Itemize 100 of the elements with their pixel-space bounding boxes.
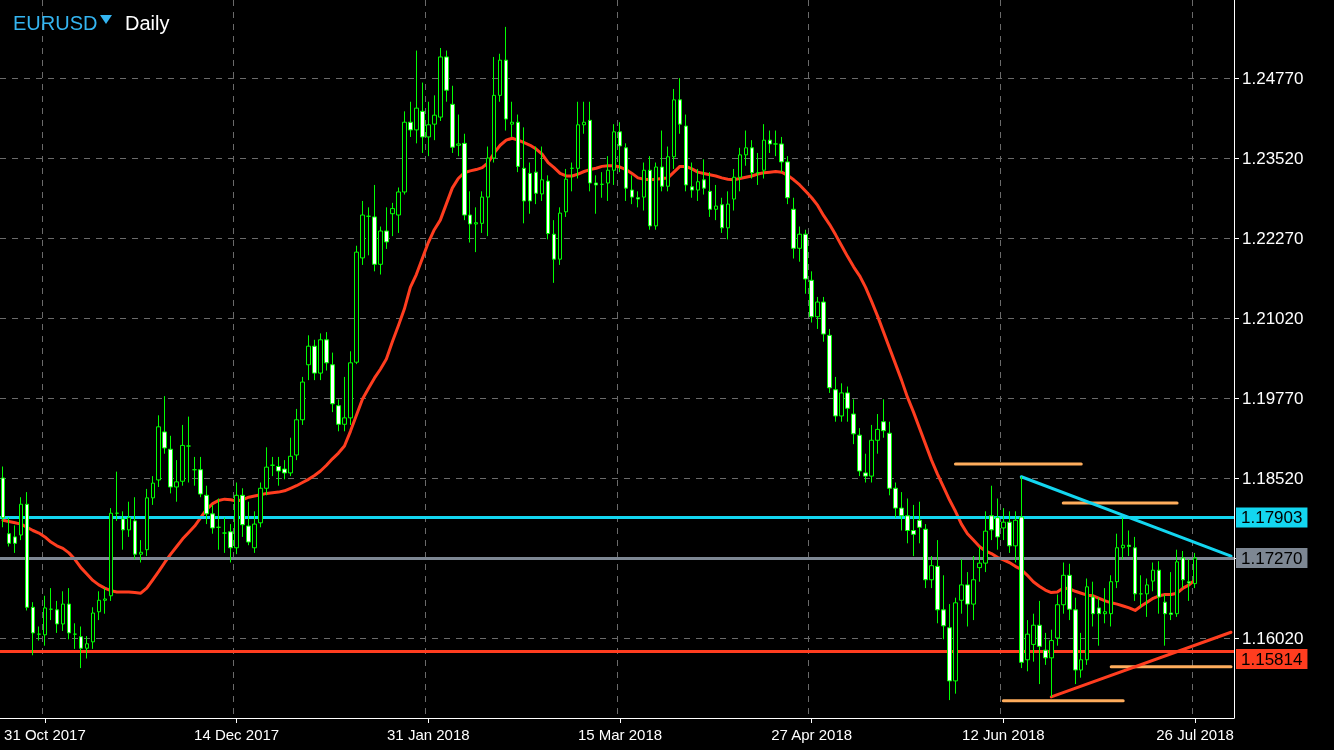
candlestick [672,88,676,170]
x-tick-label: 27 Apr 2018 [771,726,853,743]
candlestick [726,190,730,240]
candlestick [330,352,335,413]
candlestick [1169,571,1173,621]
candlestick [827,328,832,394]
candlestick [917,501,922,544]
ref-line-label: 1.17903 [1241,508,1303,528]
y-tick-label: 1.18520 [1242,468,1304,488]
candlestick [756,152,760,186]
candlestick [7,517,11,547]
candlestick [606,155,610,202]
candlestick [1085,578,1089,666]
candlestick [1157,560,1161,615]
candlestick [1181,550,1185,589]
candlestick [1103,587,1107,624]
candlestick [480,190,484,234]
candlestick [636,190,640,208]
candlestick [720,197,724,234]
candlestick [582,101,586,135]
ref-line-label: 1.17270 [1241,548,1303,568]
candlestick [492,56,496,164]
candlestick [648,155,652,231]
candlestick [738,147,742,192]
candlestick [1127,530,1131,557]
candlestick [546,174,550,240]
candlestick [510,101,514,138]
y-tick-label: 1.19770 [1242,388,1304,408]
candlestick [97,590,101,621]
candlestick [37,625,41,642]
y-tick-label: 1.23520 [1242,148,1304,168]
candlestick [762,123,766,180]
x-tick-label: 14 Dec 2017 [194,726,280,743]
candlestick [516,114,520,173]
candlestick [618,121,622,173]
candlestick [115,471,119,522]
candlestick [186,416,191,484]
candlestick [624,142,628,202]
candlestick [109,507,113,602]
x-tick-label: 26 Jul 2018 [1156,726,1234,743]
candlestick [744,130,748,167]
candlestick [67,587,71,640]
candlestick [600,171,604,199]
ref-line-label: 1.15814 [1241,649,1303,669]
x-tick-label: 15 Mar 2018 [577,726,663,743]
candlestick [1145,578,1149,618]
candlestick [534,146,538,205]
candlestick [1115,533,1119,589]
candlestick [1133,536,1137,602]
y-tick-label: 1.21020 [1242,308,1304,328]
y-tick-label: 1.24770 [1242,68,1304,88]
candlestick [61,590,65,632]
candlestick [1091,581,1095,627]
candlestick [19,496,23,541]
text: EURUSD [13,12,98,34]
candlestick [25,491,29,611]
candlestick [270,456,275,477]
y-tick-label: 1.16020 [1242,628,1304,648]
candlestick [714,184,718,221]
candlestick [642,162,646,212]
candlestick [91,606,95,650]
candlestick [750,139,754,180]
candlestick [558,206,562,266]
y-tick-label: 1.22270 [1242,228,1304,248]
candlestick [43,595,47,647]
candlestick [666,146,670,192]
text: Daily [125,12,170,34]
candlestick [145,488,149,557]
candlestick [1097,597,1101,647]
candlestick [55,600,59,634]
candlestick [576,101,580,180]
candlestick [522,126,526,224]
candlestick [564,168,568,218]
candlestick [570,162,574,192]
candlestick [540,146,544,202]
candlestick [216,498,221,551]
candlestick [654,162,658,231]
candlestick [690,162,694,199]
x-tick-label: 31 Oct 2017 [4,726,86,743]
candlestick [85,635,89,659]
candlestick [851,398,856,445]
candlestick [1,466,5,528]
candlestick [528,162,532,215]
candlestick [49,587,53,621]
candlestick [660,130,664,192]
candlestick [768,130,772,154]
candlestick [1151,562,1155,592]
candlestick [133,496,137,560]
candlestick [857,427,862,477]
candlestick [1121,517,1125,560]
candlestick [552,219,556,284]
candlestick [103,587,107,615]
candlestick [594,174,598,215]
x-tick-label: 31 Jan 2018 [387,726,470,743]
candlestick [612,123,616,186]
candlestick [504,26,508,132]
candlestick [13,524,17,554]
candlestick [702,158,706,196]
candlestick [708,171,712,218]
candlestick [79,625,83,669]
